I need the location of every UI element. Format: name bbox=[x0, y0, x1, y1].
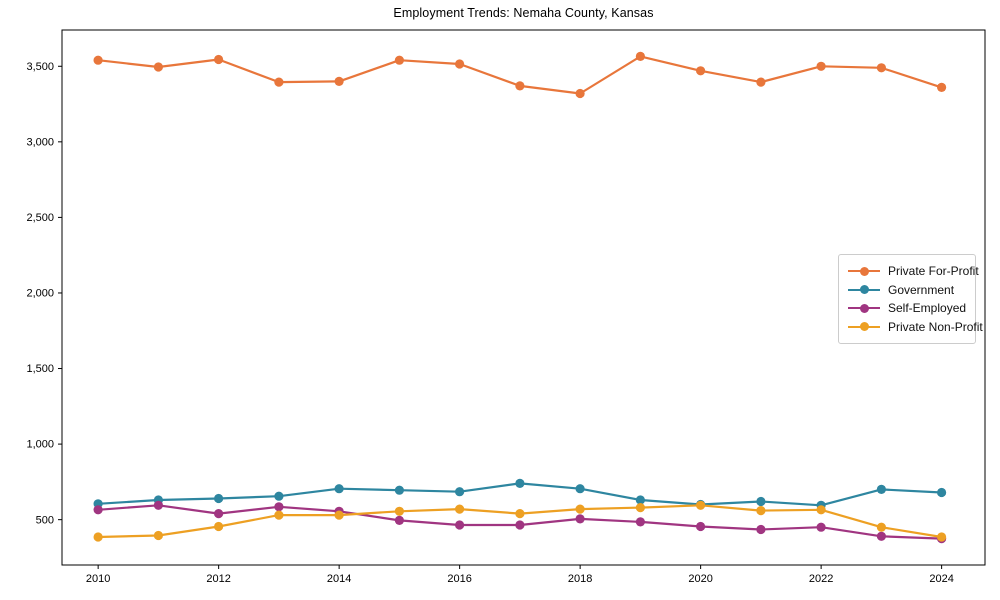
series-private-for-profit bbox=[93, 51, 947, 99]
data-point bbox=[756, 524, 766, 535]
data-point bbox=[274, 491, 284, 501]
data-point bbox=[153, 62, 163, 72]
x-tick-label: 2010 bbox=[86, 573, 110, 585]
legend: Private For-Profit Government Self-Emplo… bbox=[838, 254, 983, 344]
data-point bbox=[756, 496, 766, 507]
data-point bbox=[214, 508, 224, 519]
data-point bbox=[937, 532, 947, 542]
series-private-non-profit bbox=[93, 500, 947, 542]
data-point bbox=[876, 484, 887, 494]
x-tick-label: 2020 bbox=[688, 573, 712, 585]
data-point bbox=[876, 522, 887, 532]
data-point bbox=[816, 505, 826, 515]
x-tick-label: 2016 bbox=[447, 573, 471, 585]
data-point bbox=[334, 510, 344, 520]
data-point bbox=[394, 55, 404, 65]
data-point bbox=[876, 531, 887, 541]
data-point bbox=[214, 493, 224, 504]
data-point bbox=[93, 532, 103, 542]
x-tick-label: 2012 bbox=[206, 573, 230, 585]
data-point bbox=[816, 522, 826, 532]
data-point bbox=[455, 487, 465, 497]
legend-label: Government bbox=[888, 282, 955, 297]
data-point bbox=[756, 506, 766, 516]
legend-swatch-line-marker-icon bbox=[848, 284, 880, 296]
data-point bbox=[816, 61, 826, 71]
data-point bbox=[274, 77, 284, 87]
y-tick-label: 3,000 bbox=[26, 136, 54, 148]
legend-item: Private For-Profit bbox=[848, 262, 979, 280]
axes: 500 1,000 1,500 2,000 2,500 3,000 3,500 2010 201… bbox=[26, 29, 986, 585]
y-tick-label: 500 bbox=[36, 514, 54, 526]
data-point bbox=[515, 508, 525, 519]
data-point bbox=[696, 521, 706, 532]
data-point bbox=[696, 66, 706, 76]
data-point bbox=[334, 484, 344, 494]
data-point bbox=[214, 54, 224, 65]
data-point bbox=[696, 500, 706, 510]
data-point bbox=[274, 502, 284, 512]
data-point bbox=[876, 63, 887, 73]
data-point bbox=[635, 503, 646, 513]
legend-label: Private For-Profit bbox=[888, 264, 979, 278]
legend-item: Self-Employed bbox=[848, 299, 966, 317]
data-point bbox=[575, 514, 585, 524]
data-point bbox=[153, 500, 163, 510]
data-point bbox=[635, 517, 646, 527]
data-point bbox=[937, 487, 947, 498]
data-point bbox=[455, 59, 465, 69]
chart-title: Employment Trends: Nemaha County, Kansas bbox=[393, 6, 654, 20]
data-point bbox=[274, 510, 284, 520]
data-point bbox=[455, 504, 465, 514]
data-point bbox=[394, 485, 404, 495]
data-point bbox=[455, 520, 465, 530]
y-tick-label: 3,500 bbox=[26, 61, 54, 73]
legend-label: Self-Employed bbox=[888, 301, 967, 316]
data-point bbox=[394, 506, 404, 516]
data-point bbox=[575, 88, 585, 99]
y-tick-label: 1,000 bbox=[26, 439, 54, 451]
y-tick-label: 2,000 bbox=[26, 288, 54, 300]
data-point bbox=[214, 521, 224, 532]
legend-item: Government bbox=[848, 281, 966, 299]
x-tick-label: 2024 bbox=[929, 573, 953, 585]
series-government bbox=[93, 478, 947, 510]
data-point bbox=[334, 76, 344, 86]
data-point bbox=[635, 51, 646, 62]
data-point bbox=[937, 82, 947, 92]
legend-label: Private Non-Profit bbox=[888, 319, 983, 334]
data-point bbox=[153, 530, 163, 541]
data-point bbox=[515, 478, 525, 488]
legend-item: Private Non-Profit bbox=[848, 318, 983, 336]
legend-swatch-line-marker-icon bbox=[848, 302, 880, 314]
x-tick-label: 2014 bbox=[327, 573, 351, 585]
x-tick-label: 2018 bbox=[568, 573, 592, 585]
data-point bbox=[515, 81, 525, 91]
y-tick-label: 2,500 bbox=[26, 212, 54, 224]
data-point bbox=[635, 495, 646, 505]
legend-swatch-line-marker-icon bbox=[848, 265, 880, 277]
x-tick-label: 2022 bbox=[809, 573, 833, 585]
data-point bbox=[93, 55, 103, 65]
data-point bbox=[575, 504, 585, 514]
y-tick-label: 1,500 bbox=[26, 363, 54, 375]
legend-swatch-line-marker-icon bbox=[848, 321, 880, 333]
data-point bbox=[93, 505, 103, 515]
data-point bbox=[575, 484, 585, 494]
data-point bbox=[394, 515, 404, 526]
data-point bbox=[515, 520, 525, 530]
data-point bbox=[756, 77, 766, 87]
plot-frame bbox=[61, 29, 986, 566]
